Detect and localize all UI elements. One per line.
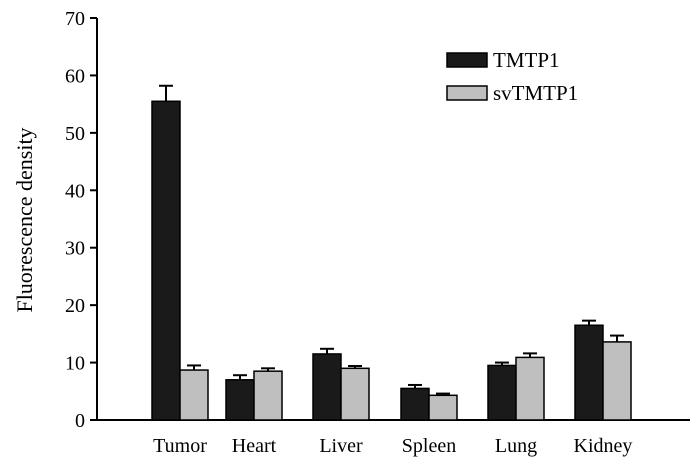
bar-svtmtp1-kidney — [602, 341, 632, 421]
bars — [151, 84, 632, 421]
legend: TMTP1 svTMTP1 — [446, 48, 578, 105]
bar-svtmtp1-liver — [340, 367, 370, 421]
x-tick-label: Lung — [495, 435, 537, 457]
bar-svtmtp1-lung — [515, 356, 545, 421]
x-tick-label: Spleen — [402, 435, 456, 457]
bar-tmtp1-heart — [225, 379, 255, 421]
bar-svtmtp1-heart — [253, 370, 283, 421]
y-axis-title: Fluorescence density — [12, 127, 37, 312]
legend-swatch-tmtp1 — [446, 52, 488, 68]
bar-svtmtp1-spleen — [428, 394, 458, 421]
legend-swatch-svtmtp1 — [446, 85, 488, 101]
y-tick-label: 70 — [65, 8, 85, 30]
y-tick-label: 60 — [65, 65, 85, 87]
legend-label-tmtp1: TMTP1 — [493, 48, 560, 72]
y-tick-label: 10 — [65, 353, 85, 375]
y-tick-label: 0 — [75, 410, 85, 432]
y-tick-label: 50 — [65, 123, 85, 145]
y-tick-label: 20 — [65, 295, 85, 317]
x-axis: Tumor Heart Liver Spleen Lung Kidney — [97, 419, 690, 457]
x-tick-label: Heart — [232, 435, 277, 457]
x-tick-label: Liver — [319, 435, 363, 457]
x-tick-label: Kidney — [574, 435, 633, 457]
legend-label-svtmtp1: svTMTP1 — [493, 81, 578, 105]
bar-tmtp1-kidney — [574, 324, 604, 421]
y-tick-label: 40 — [65, 180, 85, 202]
bar-tmtp1-liver — [312, 353, 342, 421]
bar-svtmtp1-tumor — [179, 369, 209, 421]
bar-tmtp1-lung — [487, 364, 517, 421]
bar-tmtp1-spleen — [400, 387, 430, 421]
y-tick-label: 30 — [65, 238, 85, 260]
y-axis: 0 10 20 30 40 50 60 70 — [65, 8, 98, 432]
x-tick-label: Tumor — [153, 435, 207, 457]
bar-tmtp1-tumor — [151, 100, 181, 421]
